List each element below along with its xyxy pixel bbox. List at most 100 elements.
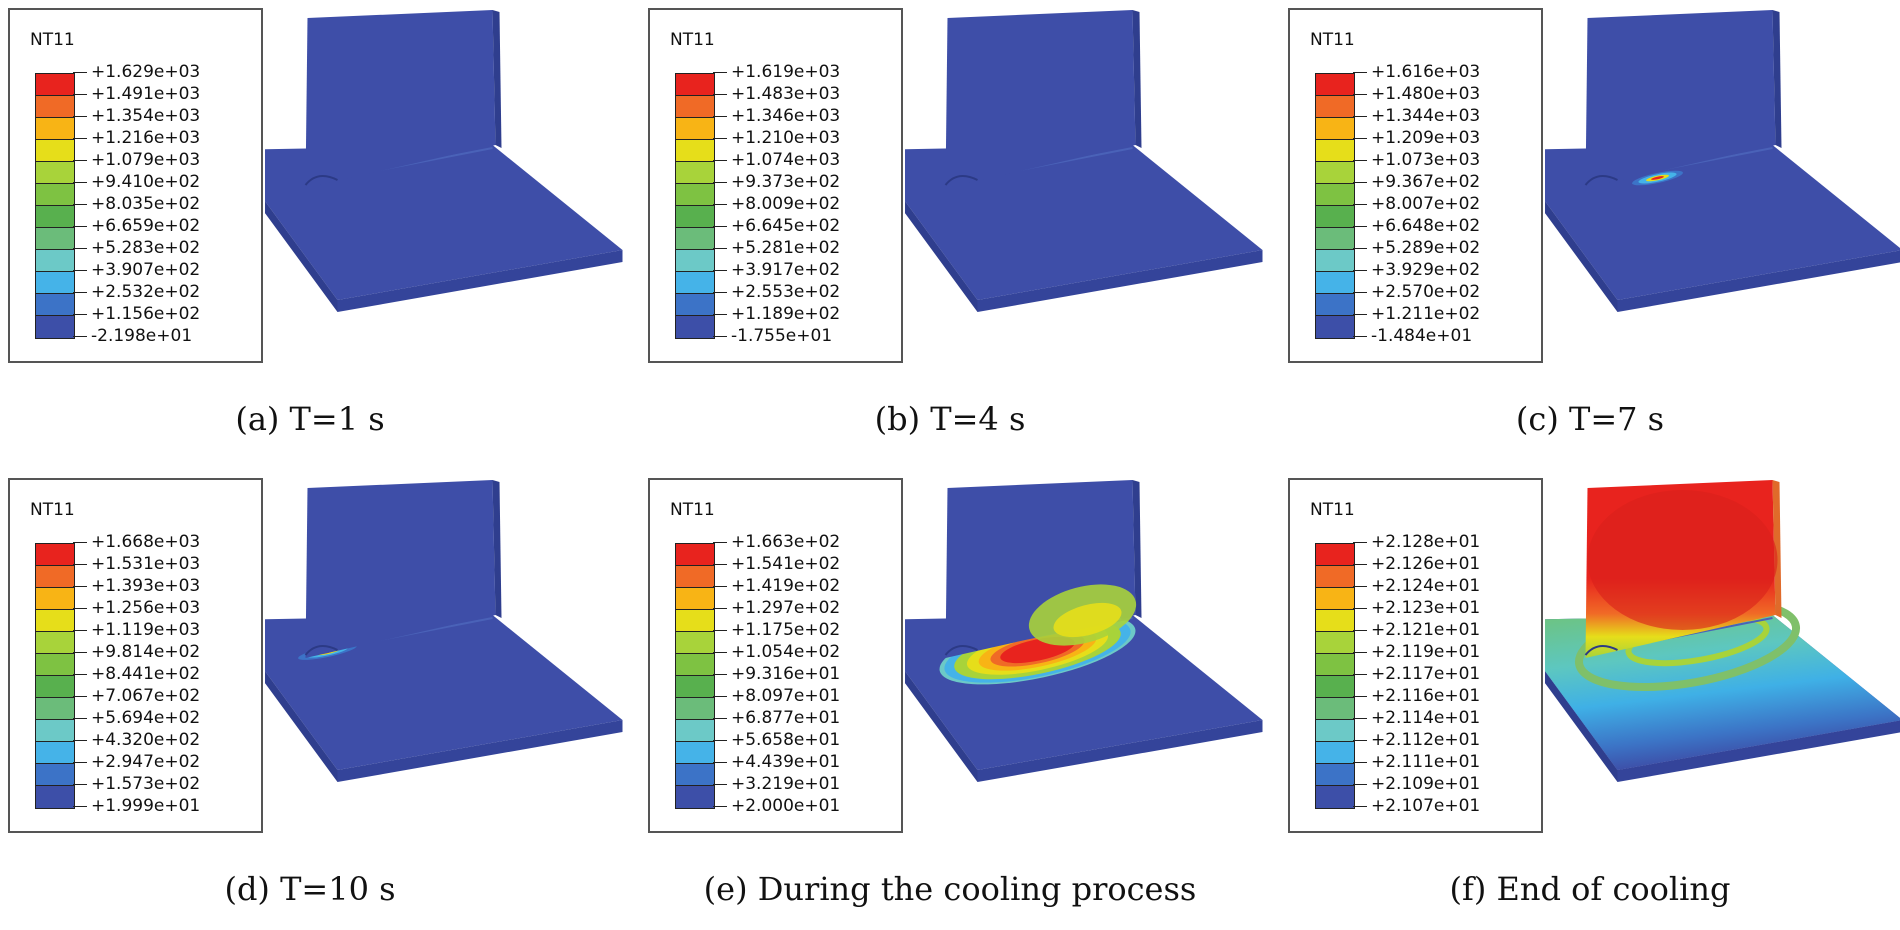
legend-tick bbox=[1353, 630, 1367, 631]
legend-value: +1.074e+03 bbox=[731, 150, 840, 170]
legend-swatch bbox=[676, 698, 714, 720]
legend-tick bbox=[713, 270, 727, 271]
legend-tick bbox=[713, 160, 727, 161]
legend-swatch bbox=[1316, 764, 1354, 786]
legend-swatch bbox=[36, 250, 74, 272]
legend-tick bbox=[713, 226, 727, 227]
legend-swatch bbox=[36, 566, 74, 588]
legend-swatch bbox=[36, 610, 74, 632]
legend-tick bbox=[713, 116, 727, 117]
legend-tick bbox=[73, 336, 87, 337]
legend-value: +1.393e+03 bbox=[91, 576, 200, 596]
legend-value: +1.491e+03 bbox=[91, 84, 200, 104]
legend-value: +2.119e+01 bbox=[1371, 642, 1480, 662]
legend-value: +2.111e+01 bbox=[1371, 752, 1480, 772]
legend-tick bbox=[1353, 72, 1367, 73]
panel-1: NT11 +1.629e+03+1.491e+03+1.354e+03+1.216… bbox=[0, 0, 620, 460]
legend-value: -1.484e+01 bbox=[1371, 326, 1472, 346]
legend-swatch bbox=[1316, 698, 1354, 720]
legend-tick bbox=[73, 608, 87, 609]
legend-swatch bbox=[1316, 228, 1354, 250]
legend-value: +1.297e+02 bbox=[731, 598, 840, 618]
legend-swatch bbox=[676, 316, 714, 338]
legend-swatch bbox=[36, 184, 74, 206]
legend-value: +9.410e+02 bbox=[91, 172, 200, 192]
legend-tick bbox=[713, 718, 727, 719]
legend-swatch bbox=[36, 162, 74, 184]
legend-tick bbox=[713, 784, 727, 785]
legend-tick bbox=[713, 94, 727, 95]
legend-swatch bbox=[676, 786, 714, 808]
legend-swatch bbox=[1316, 316, 1354, 338]
legend-swatch bbox=[1316, 566, 1354, 588]
legend-value: +1.629e+03 bbox=[91, 62, 200, 82]
legend-box: NT11+1.619e+03+1.483e+03+1.346e+03+1.210… bbox=[648, 8, 903, 363]
legend-box: NT11+1.616e+03+1.480e+03+1.344e+03+1.209… bbox=[1288, 8, 1543, 363]
legend-swatch bbox=[36, 206, 74, 228]
legend-tick bbox=[73, 784, 87, 785]
legend-swatch bbox=[1316, 250, 1354, 272]
legend-value: +1.419e+02 bbox=[731, 576, 840, 596]
fe-model-render bbox=[1545, 0, 1900, 370]
legend-swatch bbox=[36, 632, 74, 654]
legend-value: +5.281e+02 bbox=[731, 238, 840, 258]
legend-value: +2.126e+01 bbox=[1371, 554, 1480, 574]
legend-swatch bbox=[676, 250, 714, 272]
legend-value: +1.079e+03 bbox=[91, 150, 200, 170]
legend-tick bbox=[713, 138, 727, 139]
legend-tick bbox=[73, 72, 87, 73]
legend-value: +1.346e+03 bbox=[731, 106, 840, 126]
legend-swatch bbox=[36, 294, 74, 316]
legend-swatch bbox=[36, 588, 74, 610]
legend-value: +1.216e+03 bbox=[91, 128, 200, 148]
legend-title: NT11 bbox=[30, 30, 75, 50]
legend-value: +1.354e+03 bbox=[91, 106, 200, 126]
legend-tick bbox=[1353, 160, 1367, 161]
legend-value: +3.917e+02 bbox=[731, 260, 840, 280]
legend-tick bbox=[73, 116, 87, 117]
legend-tick bbox=[1353, 652, 1367, 653]
legend-swatch bbox=[36, 698, 74, 720]
legend-tick bbox=[1353, 696, 1367, 697]
legend-tick bbox=[73, 630, 87, 631]
fe-model-render bbox=[905, 0, 1265, 370]
legend-color-bar bbox=[1315, 543, 1355, 809]
legend-tick bbox=[73, 270, 87, 271]
legend-value: -2.198e+01 bbox=[91, 326, 192, 346]
legend-swatch bbox=[1316, 140, 1354, 162]
legend-value: +4.320e+02 bbox=[91, 730, 200, 750]
panel-caption: (b) T=4 s bbox=[640, 400, 1260, 438]
legend-value: +2.123e+01 bbox=[1371, 598, 1480, 618]
legend-tick bbox=[73, 292, 87, 293]
legend-tick bbox=[1353, 564, 1367, 565]
legend-swatch bbox=[36, 316, 74, 338]
legend-swatch bbox=[676, 720, 714, 742]
legend-value: +2.114e+01 bbox=[1371, 708, 1480, 728]
legend-value: +1.531e+03 bbox=[91, 554, 200, 574]
legend-tick bbox=[1353, 586, 1367, 587]
legend-box: NT11+1.663e+02+1.541e+02+1.419e+02+1.297… bbox=[648, 478, 903, 833]
legend-swatch bbox=[1316, 720, 1354, 742]
legend-tick bbox=[73, 696, 87, 697]
legend-swatch bbox=[1316, 294, 1354, 316]
legend-value: +6.877e+01 bbox=[731, 708, 840, 728]
panel-4: NT11+1.668e+03+1.531e+03+1.393e+03+1.256… bbox=[0, 470, 620, 930]
legend-swatch bbox=[1316, 184, 1354, 206]
legend-value: +2.116e+01 bbox=[1371, 686, 1480, 706]
legend-tick bbox=[73, 182, 87, 183]
legend-tick bbox=[73, 226, 87, 227]
legend-value: +1.211e+02 bbox=[1371, 304, 1480, 324]
legend-swatch bbox=[1316, 632, 1354, 654]
legend-value: +1.344e+03 bbox=[1371, 106, 1480, 126]
legend-value: +2.128e+01 bbox=[1371, 532, 1480, 552]
legend-color-bar bbox=[1315, 73, 1355, 339]
legend-box: NT11 +1.629e+03+1.491e+03+1.354e+03+1.216… bbox=[8, 8, 263, 363]
legend-value: +1.054e+02 bbox=[731, 642, 840, 662]
panel-caption: (f) End of cooling bbox=[1280, 870, 1900, 908]
legend-value: +2.107e+01 bbox=[1371, 796, 1480, 816]
legend-swatch bbox=[676, 294, 714, 316]
legend-tick bbox=[1353, 336, 1367, 337]
legend-value: +8.009e+02 bbox=[731, 194, 840, 214]
legend-value: +5.283e+02 bbox=[91, 238, 200, 258]
legend-tick bbox=[73, 248, 87, 249]
